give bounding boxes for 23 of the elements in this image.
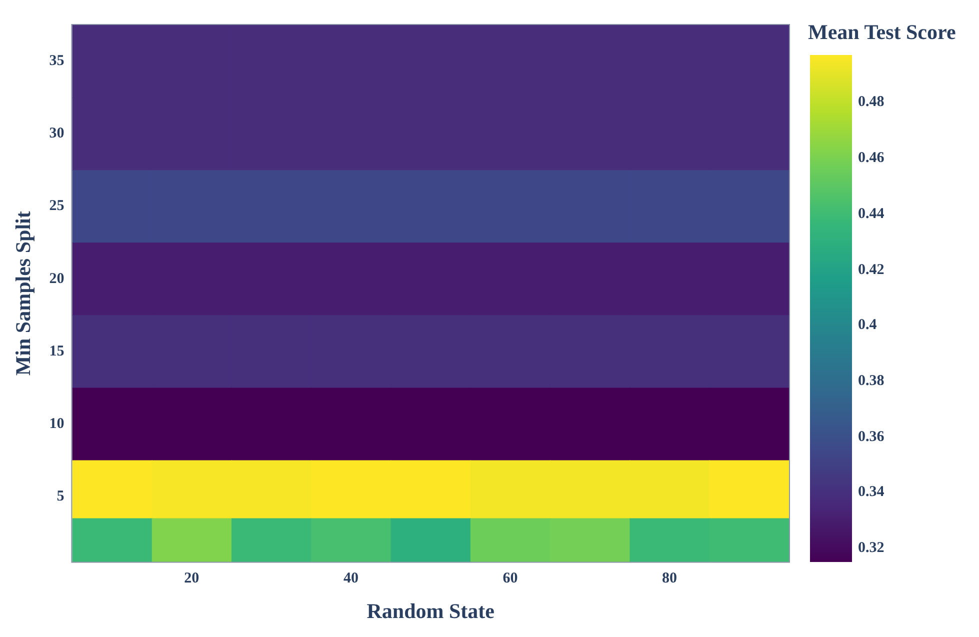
color-bar-label: 0.38 — [858, 372, 884, 390]
color-bar-label: 0.34 — [858, 483, 884, 502]
x-tick-label: 80 — [662, 570, 678, 587]
y-tick-label: 15 — [49, 343, 64, 360]
color-bar-title: Mean Test Score — [808, 20, 956, 45]
color-bar-label: 0.46 — [858, 149, 884, 168]
y-axis-title: Min Samples Split — [11, 211, 36, 376]
y-tick-label: 5 — [56, 488, 64, 504]
x-tick-label: 40 — [343, 570, 358, 587]
y-tick-label: 10 — [49, 416, 64, 432]
x-tick-label: 20 — [184, 570, 200, 587]
color-bar-label: 0.44 — [858, 204, 884, 223]
color-bar-label: 0.36 — [858, 428, 884, 446]
y-tick-label: 25 — [49, 198, 64, 214]
y-tick-label: 35 — [49, 53, 64, 70]
y-tick-label: 20 — [49, 270, 64, 287]
x-axis-title: Random State — [366, 598, 494, 623]
color-bar-label: 0.42 — [858, 260, 884, 278]
color-bar-label: 0.4 — [858, 316, 877, 334]
x-tick-label: 60 — [502, 570, 518, 587]
color-bar-label: 0.32 — [858, 539, 884, 558]
color-bar-label: 0.48 — [858, 93, 884, 112]
y-tick-label: 30 — [49, 126, 64, 142]
